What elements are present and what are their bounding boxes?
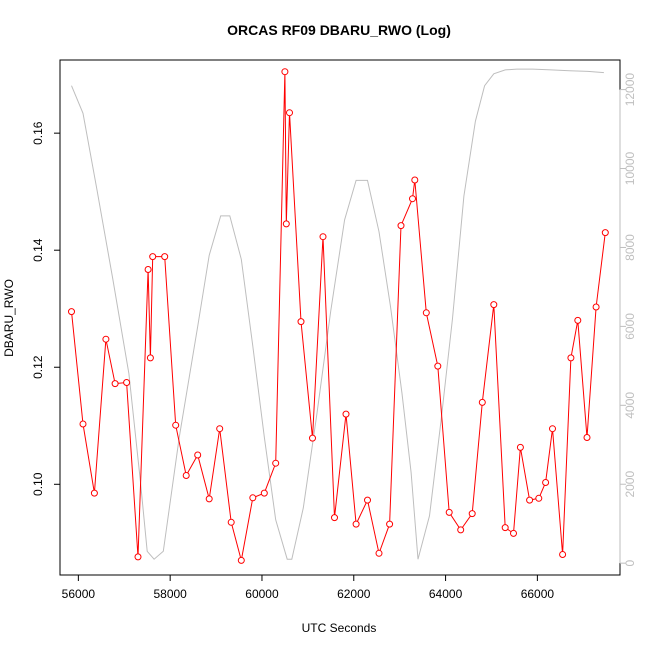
data-point xyxy=(542,479,550,486)
data-point xyxy=(490,301,498,309)
data-point xyxy=(364,496,371,504)
data-point xyxy=(144,266,152,273)
data-point xyxy=(260,489,268,497)
data-point xyxy=(567,354,575,362)
data-point xyxy=(478,398,486,406)
data-point xyxy=(583,434,591,441)
x-tick-label: 64000 xyxy=(429,587,463,601)
data-point xyxy=(397,222,405,230)
data-point xyxy=(516,443,524,451)
data-point xyxy=(286,109,293,117)
data-point xyxy=(501,524,509,532)
data-point xyxy=(559,551,567,558)
data-point xyxy=(445,508,453,516)
data-point xyxy=(510,529,517,537)
y-tick-label-right: 2000 xyxy=(623,471,637,498)
data-point xyxy=(194,451,202,459)
x-axis: 56000 58000 60000 62000 64000 66000 xyxy=(62,574,555,601)
y-tick-label-right: 6000 xyxy=(623,313,637,340)
data-point xyxy=(172,421,180,429)
x-tick-label: 56000 xyxy=(62,587,96,601)
y-tick-label-right: 8000 xyxy=(623,234,637,261)
data-point xyxy=(319,233,327,241)
data-point xyxy=(297,318,305,326)
data-point xyxy=(386,520,394,528)
data-point xyxy=(102,335,110,343)
y-tick-label: 0.16 xyxy=(31,121,45,145)
data-point xyxy=(216,425,224,433)
data-point xyxy=(457,526,465,534)
chart-title: ORCAS RF09 DBARU_RWO (Log) xyxy=(227,22,451,38)
primary-series-line xyxy=(71,71,606,561)
data-point xyxy=(282,220,290,228)
data-point xyxy=(161,253,169,261)
data-point xyxy=(468,510,476,518)
data-point xyxy=(272,459,280,467)
y-axis-label: DBARU_RWO xyxy=(2,279,16,357)
y-tick-label: 0.12 xyxy=(31,355,45,379)
data-point xyxy=(123,379,131,386)
y-tick-label: 0.10 xyxy=(31,472,45,496)
data-point xyxy=(592,303,600,311)
primary-series xyxy=(68,68,609,564)
data-point xyxy=(281,68,289,76)
data-point xyxy=(526,496,534,504)
data-point xyxy=(309,434,316,442)
data-point xyxy=(601,229,609,237)
data-point xyxy=(249,494,257,502)
y-tick-label-right: 4000 xyxy=(623,392,637,419)
data-point xyxy=(227,518,235,526)
y-axis-right: 0 2000 4000 6000 8000 10000 12000 xyxy=(619,73,637,567)
x-axis-label: UTC Seconds xyxy=(302,621,377,635)
data-point xyxy=(68,308,75,316)
y-tick-label-right: 0 xyxy=(623,560,637,567)
data-point xyxy=(331,514,338,522)
y-tick-label-right: 12000 xyxy=(623,73,637,107)
data-point xyxy=(182,472,190,479)
data-point xyxy=(352,520,360,528)
x-tick-label: 66000 xyxy=(521,587,555,601)
data-point xyxy=(90,489,98,497)
data-point xyxy=(549,425,556,433)
data-point xyxy=(205,495,213,503)
secondary-series xyxy=(71,68,604,560)
data-point xyxy=(411,176,419,184)
data-point xyxy=(422,309,430,317)
x-tick-label: 60000 xyxy=(245,587,279,601)
data-point xyxy=(535,494,543,502)
data-point xyxy=(134,553,142,561)
data-point xyxy=(434,362,442,370)
data-point xyxy=(375,549,383,557)
y-tick-label: 0.14 xyxy=(31,238,45,262)
data-point xyxy=(79,420,87,428)
data-point xyxy=(409,195,416,203)
x-tick-label: 62000 xyxy=(337,587,371,601)
data-point xyxy=(149,253,157,261)
data-point xyxy=(342,410,350,418)
y-tick-label-right: 10000 xyxy=(623,151,637,185)
x-tick-label: 58000 xyxy=(153,587,187,601)
data-point xyxy=(146,354,154,362)
secondary-series-line xyxy=(71,68,604,560)
data-point xyxy=(237,556,245,564)
data-point xyxy=(111,380,119,388)
y-axis-left: 0.10 0.12 0.14 0.16 xyxy=(31,121,61,496)
data-point xyxy=(574,316,582,324)
